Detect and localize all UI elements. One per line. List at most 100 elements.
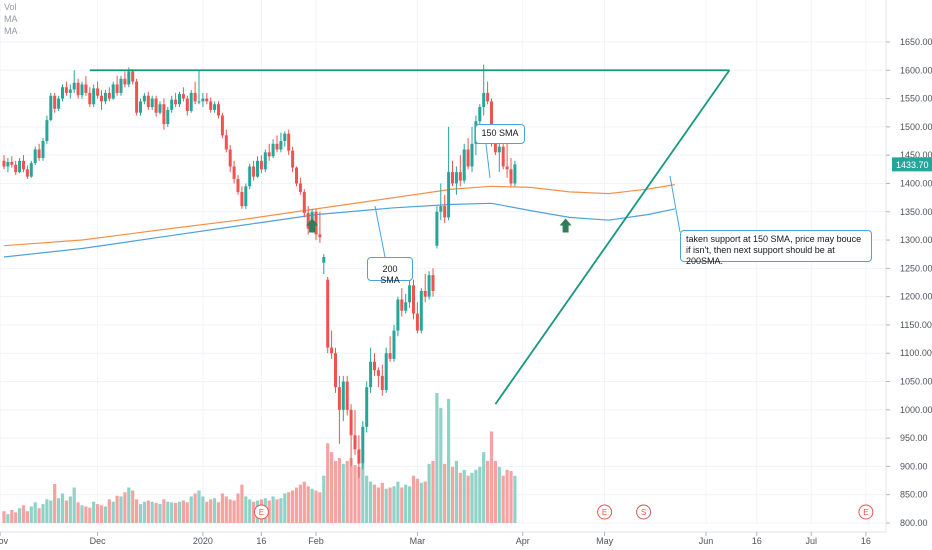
volume-bar [49,500,53,523]
volume-bar [287,492,291,523]
time-axis[interactable]: Nov Dec 2020 16 Feb Mar Apr May Jun 16 Jul 16 [0,531,886,546]
volume-bar [267,500,271,523]
volume-bar [205,501,209,523]
candle-body [357,449,361,464]
volume-bar [99,505,104,523]
candle-body [213,104,217,110]
volume-bar [220,493,224,523]
volume-bar [72,487,76,523]
candle-body [10,161,14,165]
volume-bar [392,486,396,523]
candle-body [22,160,25,170]
volume-bar [33,502,37,523]
candle-body [197,101,201,103]
volume-bar [330,452,334,523]
candle-body [185,98,189,112]
volume-bar [466,475,470,523]
candle-body [123,78,127,85]
candle-body [107,92,111,99]
volume-bar [37,508,41,523]
volume-bar [107,499,111,523]
earnings-marker-label: E [863,508,868,517]
rising-trendline [494,69,731,405]
last-price-badge [892,157,932,172]
volume-bar [493,460,497,523]
candle-body [154,98,158,113]
candle-body [217,104,220,116]
volume-bar [345,460,349,523]
candle-body [447,172,451,218]
candle-body [263,152,267,170]
volume-bar [298,484,302,523]
candle-body [349,409,353,436]
candle-body [2,160,6,167]
candle-body [150,98,154,108]
price-tick-label: 1500.00 [900,122,932,132]
candle-body [256,160,259,177]
volume-bar [213,498,217,523]
volume-bar [333,460,338,523]
candle-body [205,98,209,102]
volume-bar [482,452,486,523]
note-line-2: if isn't, then next support should be at… [686,245,835,266]
volume-bar [372,484,377,523]
volume-bar [435,393,439,523]
candle-body [412,285,415,314]
support-arrow-icon [559,218,572,233]
candle-body [209,101,213,110]
volume-bar [310,488,314,523]
candle-body [103,92,107,102]
candle-body [326,279,330,348]
candle-body [353,435,357,450]
volume-bar [486,460,490,523]
earnings-marker-label: E [602,508,607,517]
volume-bar [353,465,357,523]
candle-body [61,87,64,99]
volume-bar [123,492,127,523]
candle-body [462,149,466,181]
candle-body [466,149,470,167]
volume-bar [248,499,252,523]
price-axis[interactable]: 800.00 850.00 900.00 950.00 1000.00 1050.00 11… [885,0,932,550]
candle-body [482,92,486,108]
candle-body [505,166,509,170]
callout-support-note[interactable]: taken support at 150 SMA, price may bouc… [680,230,872,266]
candle-body [166,109,170,125]
callout-150-sma[interactable]: 150 SMA [475,124,525,144]
candle-body [201,98,205,102]
callout-150-sma-text: 150 SMA [481,128,519,138]
drawings[interactable] [89,69,731,405]
volume-bar [216,502,221,523]
volume-bar [419,482,423,523]
volume-bar [236,493,240,523]
candle-body [139,101,142,113]
volume-bar [458,472,462,523]
candle-body [454,172,458,184]
candle-body [14,164,18,173]
candle-body [248,166,252,187]
callout-200-sma-text: 200 SMA [380,264,400,285]
volume-bar [302,481,306,523]
price-tick-label: 1200.00 [900,292,932,302]
candle-body [384,353,388,391]
candle-body [486,92,490,102]
candle-body [458,172,462,181]
candle-body [415,313,419,331]
volume-bar [76,502,80,523]
volume-bar [174,502,178,523]
time-tick-label: 16 [861,536,871,546]
candle-body [400,299,404,311]
callout-150-pointer [485,143,491,179]
candle-body [295,167,298,184]
candle-body [259,160,263,170]
candle-body [490,101,493,142]
sma-line-1 [3,202,675,258]
volume-bar [462,469,466,523]
candle-body [76,82,80,96]
volume-bar [376,487,380,523]
callout-200-sma[interactable]: 200 SMA [367,257,413,285]
candle-body [189,92,193,112]
volume-bar [291,490,295,523]
sma-line-0 [3,184,675,247]
